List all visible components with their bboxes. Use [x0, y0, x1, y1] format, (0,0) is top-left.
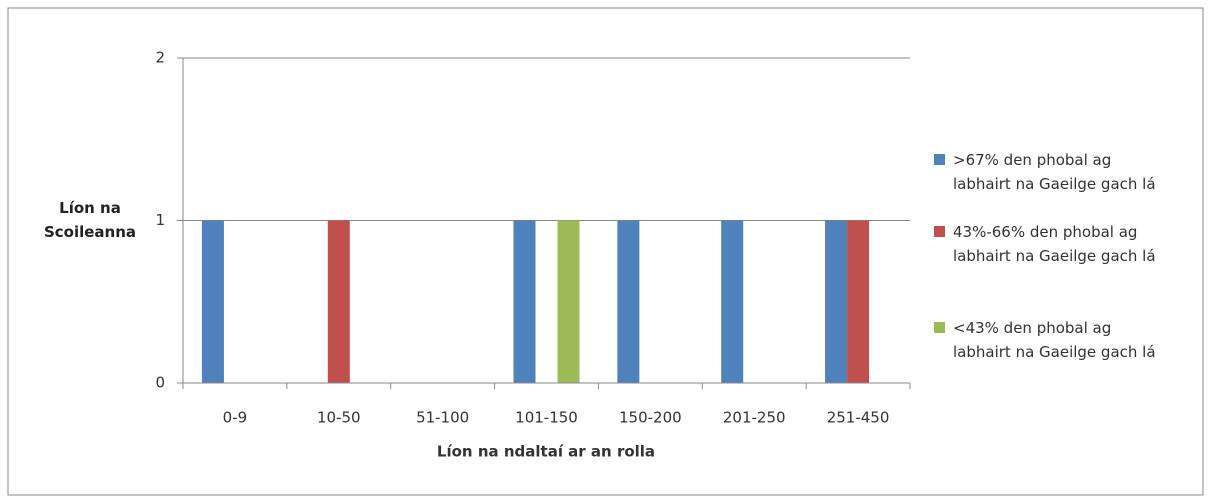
x-tick-label: 201-250: [723, 409, 786, 427]
y-tick-label: 2: [155, 49, 165, 67]
x-tick-label: 101-150: [515, 409, 578, 427]
legend-label: 43%-66% den phobal ag labhairt na Gaeilg…: [953, 223, 1156, 265]
x-tick-label: 150-200: [619, 409, 682, 427]
x-axis-title: Líon na ndaltaí ar an rolla: [437, 443, 655, 461]
x-tick-label: 251-450: [827, 409, 890, 427]
legend-item: <43% den phobal ag labhairt na Gaeilge g…: [934, 316, 1164, 364]
chart-border: [7, 7, 1204, 496]
bar: [825, 220, 848, 383]
bar: [557, 220, 580, 383]
x-tick-label: 51-100: [416, 409, 469, 427]
x-tick-label: 0-9: [223, 409, 248, 427]
legend-swatch: [934, 226, 945, 237]
y-tick-label: 0: [155, 374, 165, 392]
y-axis-title: Líon na Scoileanna: [43, 199, 137, 241]
y-tick-label: 1: [155, 211, 165, 229]
bar: [201, 220, 224, 383]
bar: [847, 220, 870, 383]
legend-label: >67% den phobal ag labhairt na Gaeilge g…: [953, 151, 1156, 193]
legend-label: <43% den phobal ag labhairt na Gaeilge g…: [953, 319, 1156, 361]
legend-item: >67% den phobal ag labhairt na Gaeilge g…: [934, 148, 1164, 196]
bar: [617, 220, 640, 383]
x-tick-label: 10-50: [317, 409, 361, 427]
bar: [327, 220, 350, 383]
legend-swatch: [934, 322, 945, 333]
legend-item: 43%-66% den phobal ag labhairt na Gaeilg…: [934, 220, 1164, 268]
bar: [721, 220, 744, 383]
bar: [513, 220, 536, 383]
legend-swatch: [934, 154, 945, 165]
